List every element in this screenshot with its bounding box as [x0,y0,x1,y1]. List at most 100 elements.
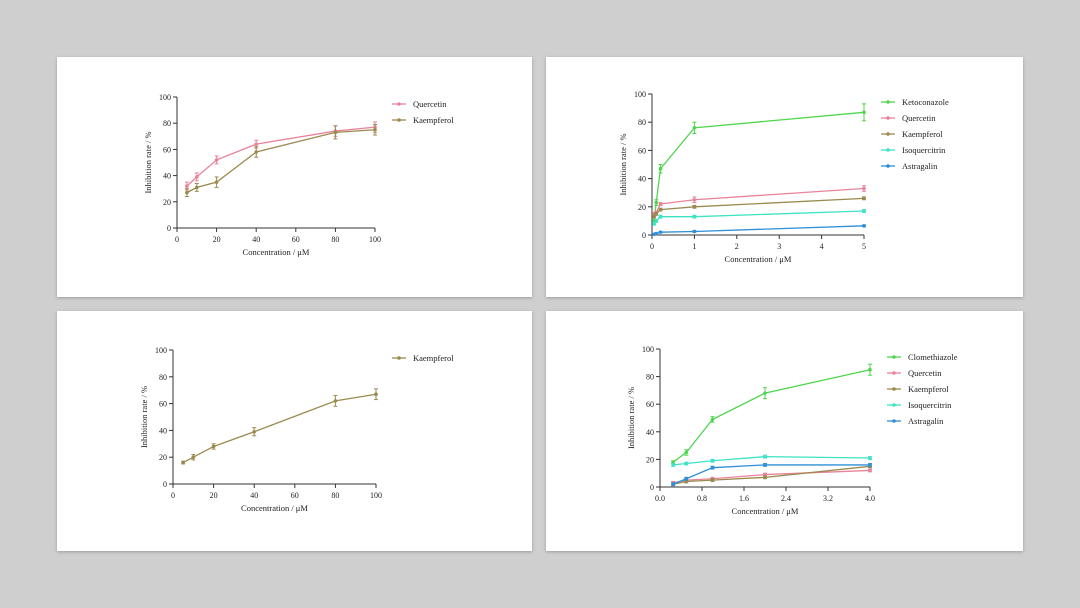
y-tick-label: 20 [163,198,171,207]
data-point [333,130,338,135]
series-line [186,126,376,187]
series-line [653,225,865,235]
legend-label: Clomethiazole [908,352,958,362]
data-point [671,482,675,487]
x-tick-label: 0 [650,242,654,251]
series-line [186,129,376,194]
y-tick-label: 40 [163,172,171,181]
data-point [658,207,663,212]
legend-label: Isoquercitrin [908,400,952,410]
data-point [333,399,338,403]
data-point [763,463,767,467]
legend-marker [886,132,890,136]
data-point [868,456,872,460]
data-point [374,392,378,397]
legend-marker [397,102,401,106]
y-tick-label: 0 [163,480,167,489]
y-tick-label: 100 [642,345,654,354]
data-point [254,150,258,154]
legend-label: Kaempferol [908,384,949,394]
y-tick-label: 100 [159,93,171,102]
data-point [684,476,689,481]
x-tick-label: 3 [777,242,781,251]
x-tick-label: 0 [175,235,179,244]
y-tick-label: 60 [638,146,646,155]
x-tick-label: 20 [210,491,218,500]
x-tick-label: 100 [369,235,381,244]
y-tick-label: 100 [634,90,646,99]
legend-label: Quercetin [908,368,942,378]
y-tick-label: 80 [646,373,654,382]
x-tick-label: 1.6 [739,494,749,503]
chart-svg-2: 0 20 40 60 80 100 0 1 2 3 4 5 Concentration / μM Inhi… [618,90,949,264]
chart-svg-1: 0 20 40 60 80 100 0 20 40 60 80 100 Concentration / … [143,93,454,257]
x-tick-label: 5 [862,242,866,251]
legend-label: Kaempferol [902,129,943,139]
y-tick-label: 20 [646,455,654,464]
data-point [763,475,767,480]
x-tick-label: 80 [331,235,339,244]
series-line [653,187,865,215]
data-point [868,463,872,467]
legend-label: Ketoconazole [902,97,949,107]
data-point [654,219,659,223]
data-point [671,463,675,467]
legend-marker [892,371,896,375]
data-point [763,454,767,459]
x-axis-label: Concentration / μM [243,247,310,257]
data-point [214,180,219,184]
x-tick-label: 2.4 [781,494,791,503]
series-line [673,455,871,466]
chart-panel-ketoconazole: 0 20 40 60 80 100 0 1 2 3 4 5 Concentration / μM Inhi… [546,57,1023,297]
x-tick-label: 4.0 [865,494,875,503]
data-point [658,230,663,234]
y-axis-label: Inhibition rate / % [139,386,149,448]
data-point [191,455,196,459]
x-tick-label: 40 [252,235,260,244]
data-point [254,142,258,146]
y-tick-label: 100 [155,346,167,355]
legend-marker [397,118,401,122]
data-point [710,465,715,470]
y-tick-label: 60 [646,400,654,409]
y-tick-label: 40 [638,175,646,184]
x-axis-label: Concentration / μM [241,503,308,513]
legend-label: Quercetin [902,113,936,123]
data-point [195,175,199,179]
data-point [252,429,256,434]
legend-label: Quercetin [413,99,447,109]
y-axis-label: Inhibition rate / % [626,387,636,449]
data-point [211,444,216,449]
x-tick-label: 60 [291,491,299,500]
data-point [868,468,872,473]
legend-marker [886,100,890,104]
data-point [862,186,866,191]
data-point [692,205,697,209]
data-point [185,190,189,195]
data-point [684,461,689,466]
data-point [684,450,689,455]
legend-marker [892,355,896,359]
x-tick-label: 60 [292,235,300,244]
data-point [710,417,715,422]
data-point [658,202,663,206]
y-tick-label: 0 [642,231,646,240]
x-tick-label: 2 [735,242,739,251]
y-tick-label: 80 [159,373,167,382]
chart-panel-clomethiazole: 0 20 40 60 80 100 0.0 0.8 1.6 2.4 3.2 4.0 Concentrat… [546,311,1023,551]
x-tick-label: 80 [331,491,339,500]
legend-label: Astragalin [908,416,944,426]
y-tick-label: 0 [167,224,171,233]
data-point [710,478,715,482]
data-point [862,209,866,213]
y-tick-label: 80 [163,119,171,128]
series-line [653,111,865,221]
data-point [692,126,697,130]
chart-svg-4: 0 20 40 60 80 100 0.0 0.8 1.6 2.4 3.2 4.0 Concentrat… [626,345,958,516]
data-point [868,367,872,372]
x-tick-label: 0 [171,491,175,500]
legend-label: Astragalin [902,161,938,171]
x-tick-label: 40 [250,491,258,500]
legend-marker [397,356,401,360]
data-point [658,214,663,219]
